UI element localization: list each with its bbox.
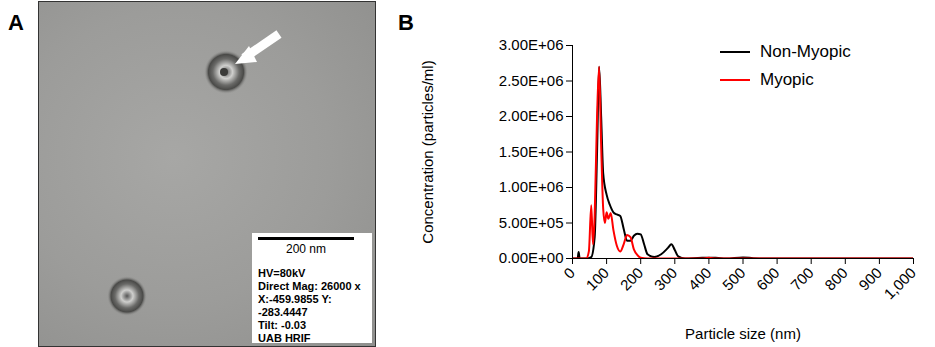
svg-text:2.50E+06: 2.50E+06 [499, 72, 564, 89]
svg-text:1.50E+06: 1.50E+06 [499, 143, 564, 160]
svg-text:300: 300 [651, 264, 681, 294]
html-text:200 nm: 200 nm [286, 242, 326, 256]
svg-text:200: 200 [616, 264, 646, 294]
html-text:Myopic: Myopic [760, 70, 814, 89]
svg-text:0: 0 [560, 264, 578, 282]
svg-text:Particle size (nm): Particle size (nm) [685, 325, 801, 342]
svg-text:800: 800 [821, 264, 851, 294]
html-text:Direct Mag: 26000 x: Direct Mag: 26000 x [258, 280, 361, 292]
svg-text:2.00E+06: 2.00E+06 [499, 107, 564, 124]
svg-text:900: 900 [855, 263, 885, 294]
html-text:UAB HRIF: UAB HRIF [258, 332, 311, 344]
svg-text:500: 500 [719, 264, 749, 294]
svg-text:400: 400 [685, 264, 715, 294]
html-text:Tilt: -0.03: Tilt: -0.03 [258, 319, 307, 331]
html-text:Non-Myopic: Non-Myopic [760, 42, 851, 61]
svg-text:3.00E+06: 3.00E+06 [499, 36, 564, 53]
html-text:X:-459.9855 Y: -283.4447: X:-459.9855 Y: -283.4447 [258, 293, 332, 318]
svg-text:1.00E+06: 1.00E+06 [499, 178, 564, 195]
svg-text:600: 600 [753, 264, 783, 294]
html-text:B: B [398, 10, 414, 35]
svg-text:5.00E+05: 5.00E+05 [499, 214, 564, 231]
svg-text:Concentration (particles/ml): Concentration (particles/ml) [419, 60, 436, 243]
svg-text:1,000: 1,000 [880, 264, 919, 303]
html-text:HV=80kV: HV=80kV [258, 267, 306, 279]
svg-text:100: 100 [582, 264, 612, 294]
html-text:A: A [8, 10, 24, 35]
svg-text:700: 700 [787, 264, 817, 294]
svg-text:0.00E+00: 0.00E+00 [499, 249, 564, 266]
